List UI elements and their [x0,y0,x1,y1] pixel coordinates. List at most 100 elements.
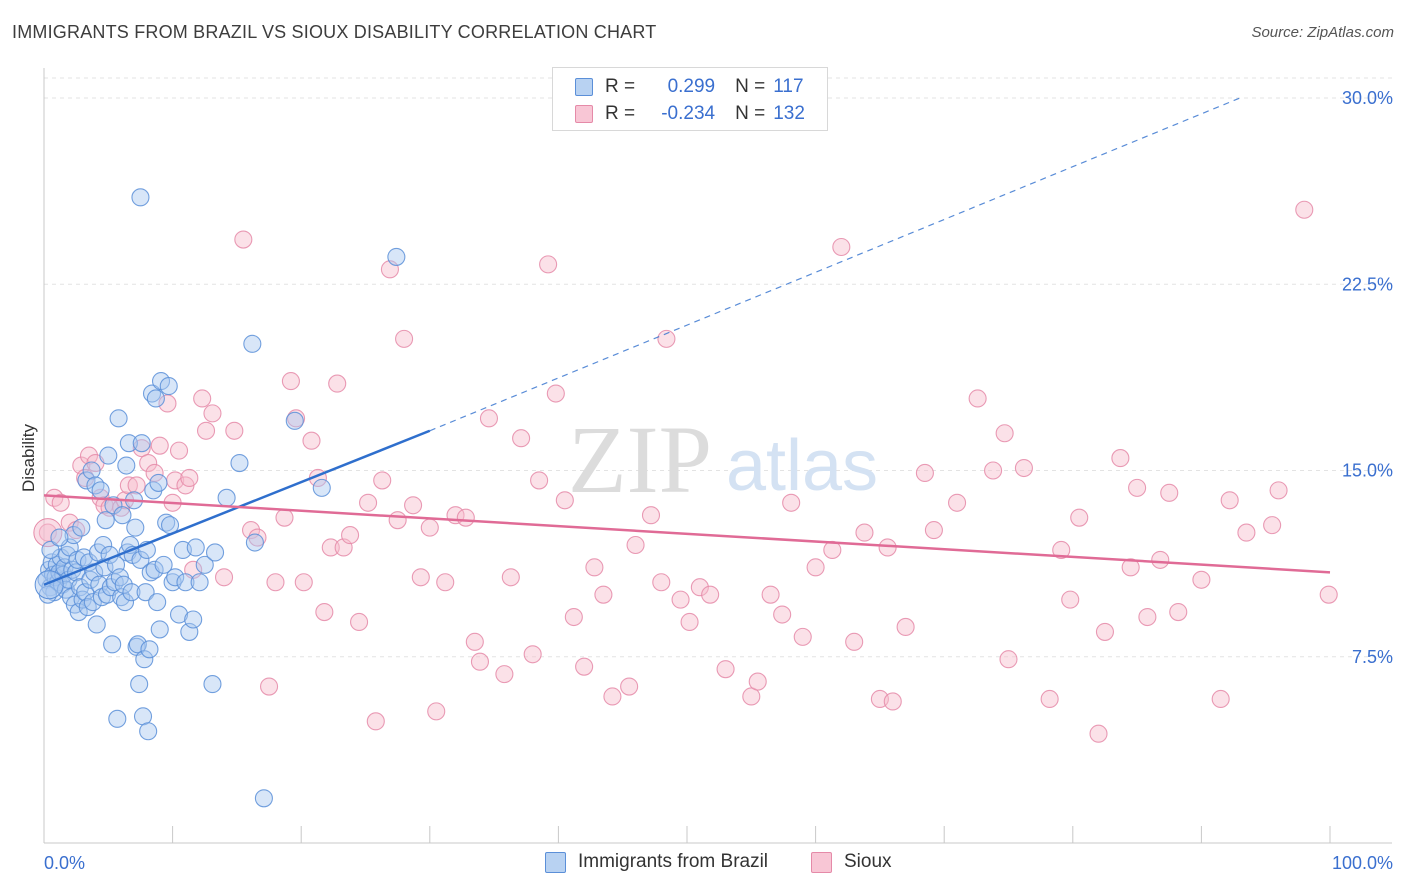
legend-r-label: R = [605,103,636,124]
sioux-point [1211,689,1230,709]
brazil-point [136,583,155,602]
sioux-point [225,421,244,440]
sioux-point [1269,481,1288,500]
sioux-point [539,255,558,274]
sioux-point [404,496,423,515]
brazil-point [146,389,165,408]
brazil-point [96,511,115,530]
brazil-points [34,188,406,808]
y-tick-label: 7.5% [1352,647,1393,667]
sioux-point [234,230,253,249]
sioux-point [281,372,300,391]
sioux-point [761,585,780,604]
sioux-point [575,657,594,676]
watermark-zip: ZIP [568,406,712,513]
brazil-point [72,518,91,537]
brazil-point [186,538,205,557]
brazil-point [145,560,164,579]
sioux-point [995,424,1014,443]
sioux-point [984,461,1003,480]
bottom-legend-sioux: Sioux [811,851,892,873]
sioux-point [968,389,987,408]
brazil-point [190,573,209,592]
sioux-points [33,200,1338,743]
brazil-point [78,598,97,617]
sioux-point [1192,570,1211,589]
sioux-point [742,687,761,706]
brazil-point [312,478,331,497]
y-tick-label: 15.0% [1342,461,1393,481]
x-tick-label: 100.0% [1332,853,1393,873]
brazil-point [131,550,150,569]
brazil-point [243,334,262,353]
legend-r-value: -0.234 [661,103,716,124]
sioux-point [512,429,531,448]
watermark-atlas: atlas [726,426,878,506]
sioux-point [915,463,934,483]
sioux-point [193,389,212,408]
brazil-point [195,555,214,574]
correlation-legend: R = 0.299 N = 117 R = -0.234 N = 132 [552,67,828,131]
sioux-point [302,431,321,450]
bottom-legend-swatch-sioux [811,851,832,873]
sioux-point [1160,483,1179,502]
sioux-point [456,508,475,527]
brazil-point [205,543,225,562]
legend-n-label: N = [735,76,766,97]
sioux-point [359,493,378,512]
sioux-point [845,632,864,651]
brazil-point [163,573,182,592]
legend-r-label: R = [605,76,636,97]
brazil-point [87,615,106,634]
sioux-point [203,404,222,423]
sioux-point [169,441,189,460]
sioux-point [470,652,490,671]
sioux-point [196,421,216,440]
brazil-point [217,488,236,507]
brazil-point [122,583,141,602]
sioux-point [1319,585,1338,604]
sioux-point [373,471,392,490]
sioux-point [1151,550,1170,569]
sioux-point [321,538,340,557]
brazil-point [126,518,145,537]
sioux-point [716,660,735,679]
trend-lines [43,97,1331,586]
sioux-point [436,573,455,592]
sioux-point [67,521,86,540]
brazil-point [245,533,264,552]
sioux-point [924,521,943,540]
sioux-point [411,568,430,587]
brazil-point [74,548,93,567]
sioux-point [366,712,385,731]
brazil-point [113,506,132,525]
sioux-point [395,329,414,348]
sioux-point [782,493,801,512]
brazil-point [82,461,101,480]
brazil-point [86,476,105,495]
sioux-point [652,573,671,592]
sioux-point [883,692,902,711]
sioux-point [127,476,146,495]
sioux-point [832,237,851,257]
sioux-point [690,578,709,597]
sioux-point [1052,540,1071,560]
brazil-point [119,434,138,453]
sioux-point [1111,449,1130,468]
brazil-point [149,473,168,492]
brazil-point [254,789,273,808]
brazil-point [130,675,149,694]
legend-n-value: 132 [773,103,805,124]
sioux-point [546,384,565,403]
sioux-point [620,677,639,696]
brazil-point [176,573,195,592]
sioux-point [139,453,158,473]
brazil-point [108,709,127,728]
legend-swatch-brazil [575,78,593,96]
brazil-point [140,640,159,659]
sioux-point [748,672,767,691]
sioux-point [999,650,1018,669]
bottom-legend-swatch-brazil [545,851,566,873]
sioux-point [341,526,360,545]
sioux-point [150,436,169,455]
